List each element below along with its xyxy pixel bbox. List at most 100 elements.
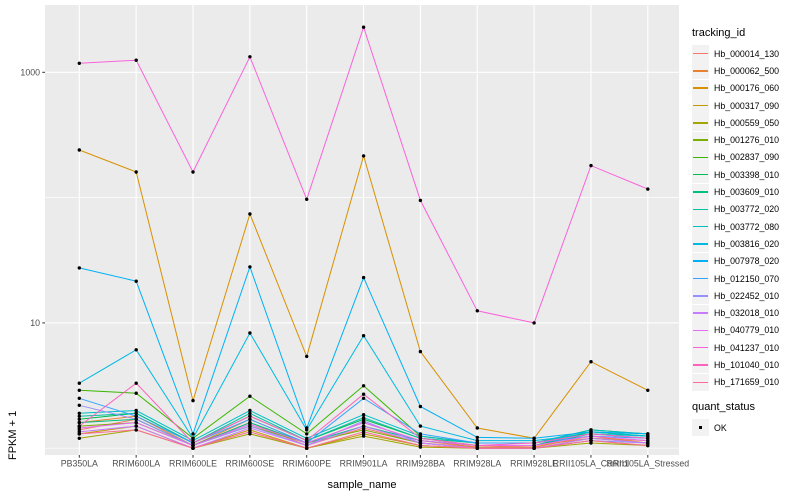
data-point — [248, 55, 252, 59]
data-point — [77, 148, 82, 152]
data-point — [134, 391, 138, 395]
data-point — [134, 424, 138, 428]
x-tick-label: RRIM928BA — [396, 459, 445, 469]
legend-item-Hb_000559_050: Hb_000559_050 — [692, 114, 798, 132]
data-point — [191, 170, 195, 174]
data-point — [77, 420, 82, 425]
quant-key-swatch — [692, 419, 709, 437]
data-point — [191, 436, 195, 440]
legend-panel: tracking_id Hb_000014_130 Hb_000062_500 Hb… — [692, 27, 798, 437]
data-point — [248, 411, 252, 415]
legend-line-icon — [693, 225, 708, 228]
x-tick-label: RRIM600PE — [282, 459, 331, 469]
data-point — [475, 309, 479, 313]
data-point — [646, 187, 650, 191]
data-point — [305, 354, 309, 359]
data-point — [248, 394, 252, 398]
data-point — [305, 446, 309, 450]
legend-item-label: Hb_000317_090 — [714, 100, 780, 111]
data-point — [77, 414, 82, 418]
legend-line-icon — [693, 156, 708, 159]
legend-line-icon — [693, 329, 708, 332]
legend-item-Hb_000317_090: Hb_000317_090 — [692, 97, 798, 115]
data-point — [134, 279, 138, 283]
data-point — [77, 424, 82, 428]
data-point — [77, 403, 82, 407]
x-tick-label: RRII105LA_Stressed — [606, 459, 689, 469]
data-point — [475, 438, 479, 443]
data-point — [134, 411, 138, 415]
data-point — [475, 443, 479, 448]
legend-item-Hb_003816_020: Hb_003816_020 — [692, 235, 798, 253]
legend-item-Hb_171659_010: Hb_171659_010 — [692, 373, 798, 391]
legend-item-label: Hb_000559_050 — [714, 117, 780, 128]
legend-key-swatch — [692, 252, 709, 270]
legend-key-swatch — [692, 235, 709, 253]
legend-item-label: Hb_171659_010 — [714, 377, 780, 388]
data-point — [305, 443, 309, 448]
data-point — [248, 417, 252, 421]
data-point — [361, 420, 366, 425]
legend-key-swatch — [692, 148, 709, 166]
legend-key-swatch — [692, 114, 709, 132]
legend-key-swatch — [692, 287, 709, 305]
data-point — [646, 443, 650, 448]
legend-line-icon — [693, 70, 708, 72]
data-point — [361, 154, 366, 158]
quant-item-label: OK — [714, 422, 727, 433]
legend-item-label: Hb_001276_010 — [714, 135, 780, 146]
legend-line-icon — [693, 364, 708, 366]
legend-item-label: Hb_000176_060 — [714, 83, 780, 94]
data-point — [134, 428, 138, 432]
legend-item-Hb_000176_060: Hb_000176_060 — [692, 79, 798, 97]
data-point — [532, 441, 536, 445]
legend-item-label: Hb_002837_090 — [714, 152, 780, 163]
legend-item-Hb_040779_010: Hb_040779_010 — [692, 321, 798, 339]
data-point — [248, 430, 252, 434]
data-point — [418, 404, 423, 409]
legend-line-icon — [693, 173, 708, 176]
legend-item-Hb_032018_010: Hb_032018_010 — [692, 304, 798, 322]
x-tick-label: RRIM600LA — [112, 459, 160, 469]
data-point — [418, 443, 423, 448]
data-point — [134, 381, 138, 385]
legend-key-swatch — [692, 270, 709, 287]
legend-item-label: Hb_022452_010 — [714, 290, 780, 301]
data-point — [418, 436, 423, 440]
legend-line-icon — [693, 191, 708, 193]
quant-legend-items: OK — [692, 419, 798, 437]
data-point — [361, 384, 366, 388]
data-point — [77, 411, 82, 415]
data-point — [589, 432, 593, 436]
y-tick-label: 1000 — [20, 67, 40, 77]
data-point — [248, 212, 252, 216]
x-tick-label: RRIM928LA — [453, 459, 501, 469]
x-tick-label: RRII105LA_Control — [553, 459, 629, 469]
legend-line-icon — [693, 122, 708, 124]
legend-item-Hb_002837_090: Hb_002837_090 — [692, 148, 798, 166]
data-point — [646, 436, 650, 440]
data-point — [361, 416, 366, 420]
legend-line-icon — [693, 87, 708, 89]
legend-key-swatch — [692, 339, 709, 357]
x-tick-label: RRIM600SE — [225, 459, 274, 469]
data-point — [191, 398, 195, 403]
data-point — [646, 441, 650, 445]
legend-title-tracking-id: tracking_id — [692, 27, 746, 39]
legend-item-Hb_003398_010: Hb_003398_010 — [692, 166, 798, 184]
legend-item-label: Hb_000062_500 — [714, 65, 780, 76]
data-point — [77, 436, 82, 440]
data-point — [475, 446, 479, 450]
data-point — [77, 417, 82, 421]
legend-line-icon — [693, 277, 708, 280]
data-point — [305, 438, 309, 443]
legend-key-swatch — [692, 183, 709, 201]
legend-item-label: Hb_101040_010 — [714, 359, 780, 370]
legend-item-label: Hb_032018_010 — [714, 308, 780, 319]
legend-key-swatch — [692, 373, 709, 391]
data-point — [248, 331, 252, 335]
legend-key-swatch — [692, 166, 709, 184]
data-point — [305, 426, 309, 430]
legend-title-quant-status: quant_status — [692, 400, 755, 413]
